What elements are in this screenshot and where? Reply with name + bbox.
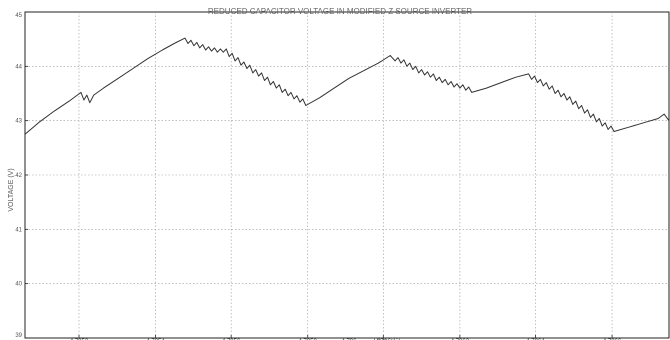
y-tick-label: 40 — [15, 282, 22, 288]
y-tick-label: 45 — [15, 13, 22, 19]
x-axis-label: TIME (S) — [372, 338, 400, 340]
chart-title: REDUCED CAPACITOR VOLTAGE IN MODIFIED Z … — [208, 7, 472, 16]
y-tick-label: 43 — [15, 119, 22, 125]
grid-lines — [25, 12, 669, 338]
capacitor-voltage-line — [24, 37, 670, 135]
y-tick-label: 41 — [15, 227, 22, 233]
series-layer — [24, 37, 670, 135]
y-tick-label: 44 — [15, 64, 22, 70]
y-tick-label: 42 — [15, 173, 22, 179]
y-axis-label: VOLTAGE (V) — [8, 168, 15, 211]
y-axis-ticks: 39 40 41 42 43 44 45 — [15, 11, 28, 339]
y-tick-label: 39 — [15, 333, 22, 339]
